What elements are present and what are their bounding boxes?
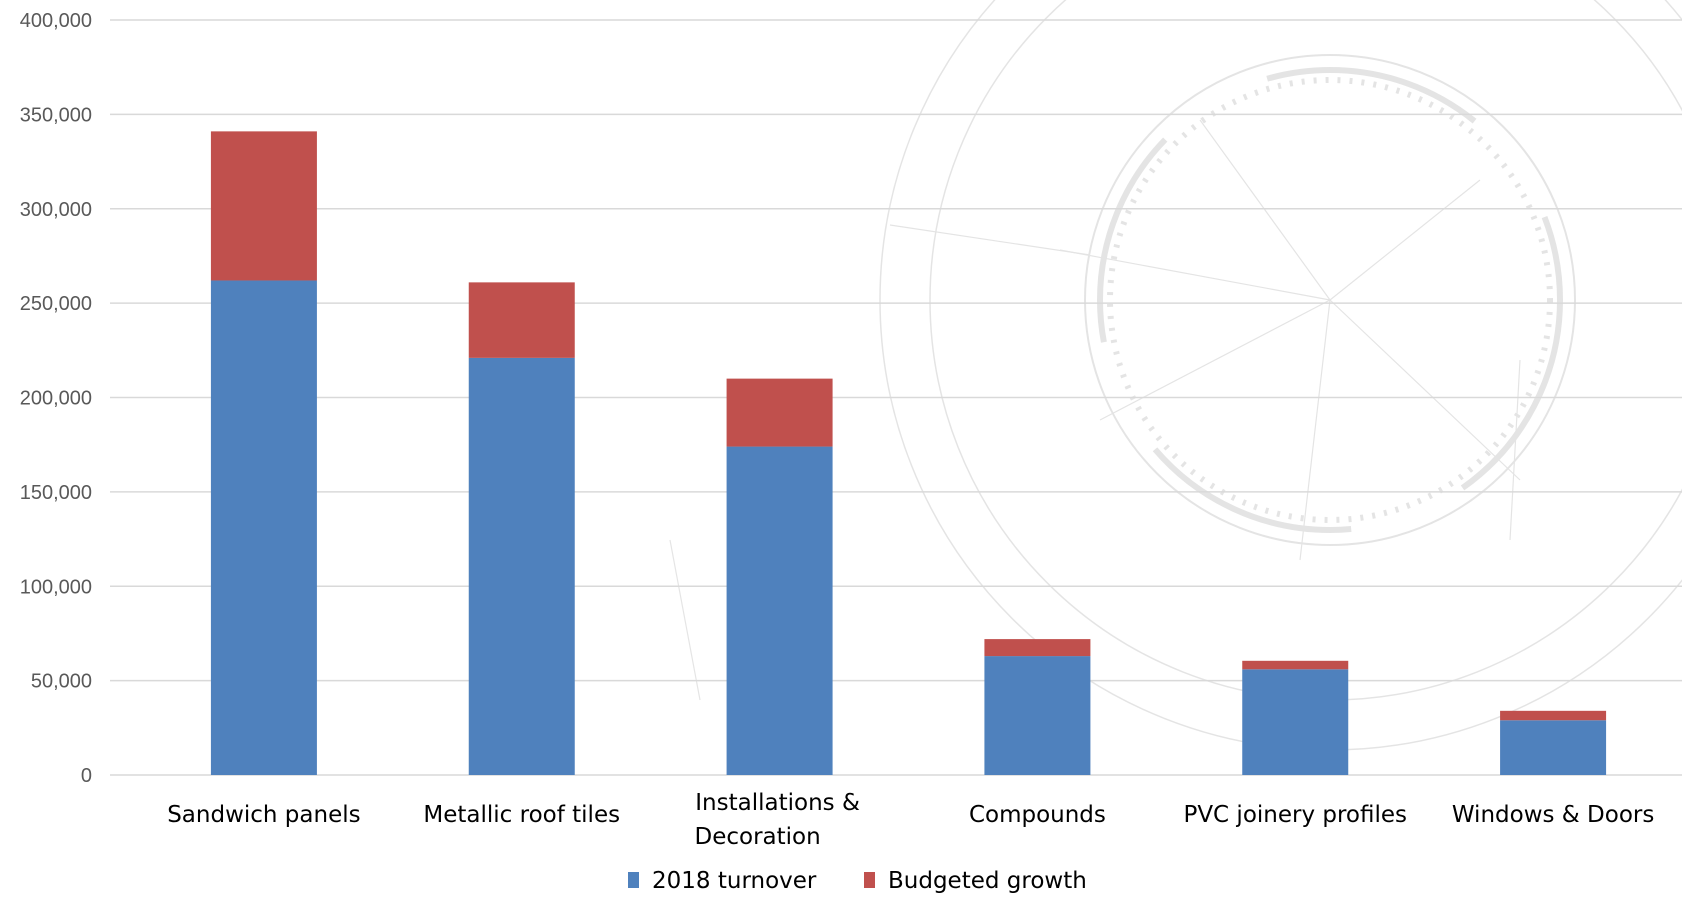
legend-swatch-turnover (628, 872, 639, 888)
y-tick-label: 100,000 (20, 576, 92, 598)
y-tick-label: 50,000 (31, 671, 92, 693)
legend-label-growth: Budgeted growth (888, 868, 1087, 894)
bars (210, 131, 1607, 775)
bar-growth-0 (210, 131, 317, 281)
bar-turnover-4 (1242, 669, 1349, 775)
x-category-label: Installations & (695, 790, 860, 816)
x-category-label: Metallic roof tiles (423, 802, 620, 828)
bar-growth-3 (984, 639, 1091, 657)
bar-growth-4 (1242, 660, 1349, 670)
bar-turnover-2 (726, 446, 833, 775)
legend: 2018 turnover Budgeted growth (628, 868, 1087, 894)
x-category-label: Sandwich panels (167, 802, 360, 828)
x-axis-category-labels: Sandwich panels Metallic roof tiles Instal… (167, 790, 1654, 850)
y-tick-label: 0 (81, 765, 92, 787)
y-tick-label: 350,000 (20, 104, 92, 126)
x-category-label: Decoration (694, 824, 820, 850)
x-category-label: Windows & Doors (1452, 802, 1655, 828)
y-tick-label: 150,000 (20, 482, 92, 504)
y-tick-label: 200,000 (20, 388, 92, 410)
bar-turnover-3 (984, 656, 1091, 775)
y-tick-label: 250,000 (20, 293, 92, 315)
x-category-label: Compounds (969, 802, 1106, 828)
y-tick-label: 300,000 (20, 199, 92, 221)
bar-turnover-5 (1500, 720, 1607, 775)
y-axis-tick-labels: 0 50,000 100,000 150,000 200,000 250,000 300,0… (20, 10, 92, 787)
legend-swatch-growth (864, 872, 875, 888)
bar-growth-5 (1500, 710, 1607, 721)
bar-turnover-1 (468, 357, 575, 775)
y-tick-label: 400,000 (20, 10, 92, 32)
x-category-label: PVC joinery profiles (1183, 802, 1407, 828)
bar-turnover-0 (210, 280, 317, 775)
legend-label-turnover: 2018 turnover (652, 868, 817, 894)
gridlines (110, 19, 1682, 776)
bar-growth-1 (468, 282, 575, 358)
bar-growth-2 (726, 378, 833, 447)
